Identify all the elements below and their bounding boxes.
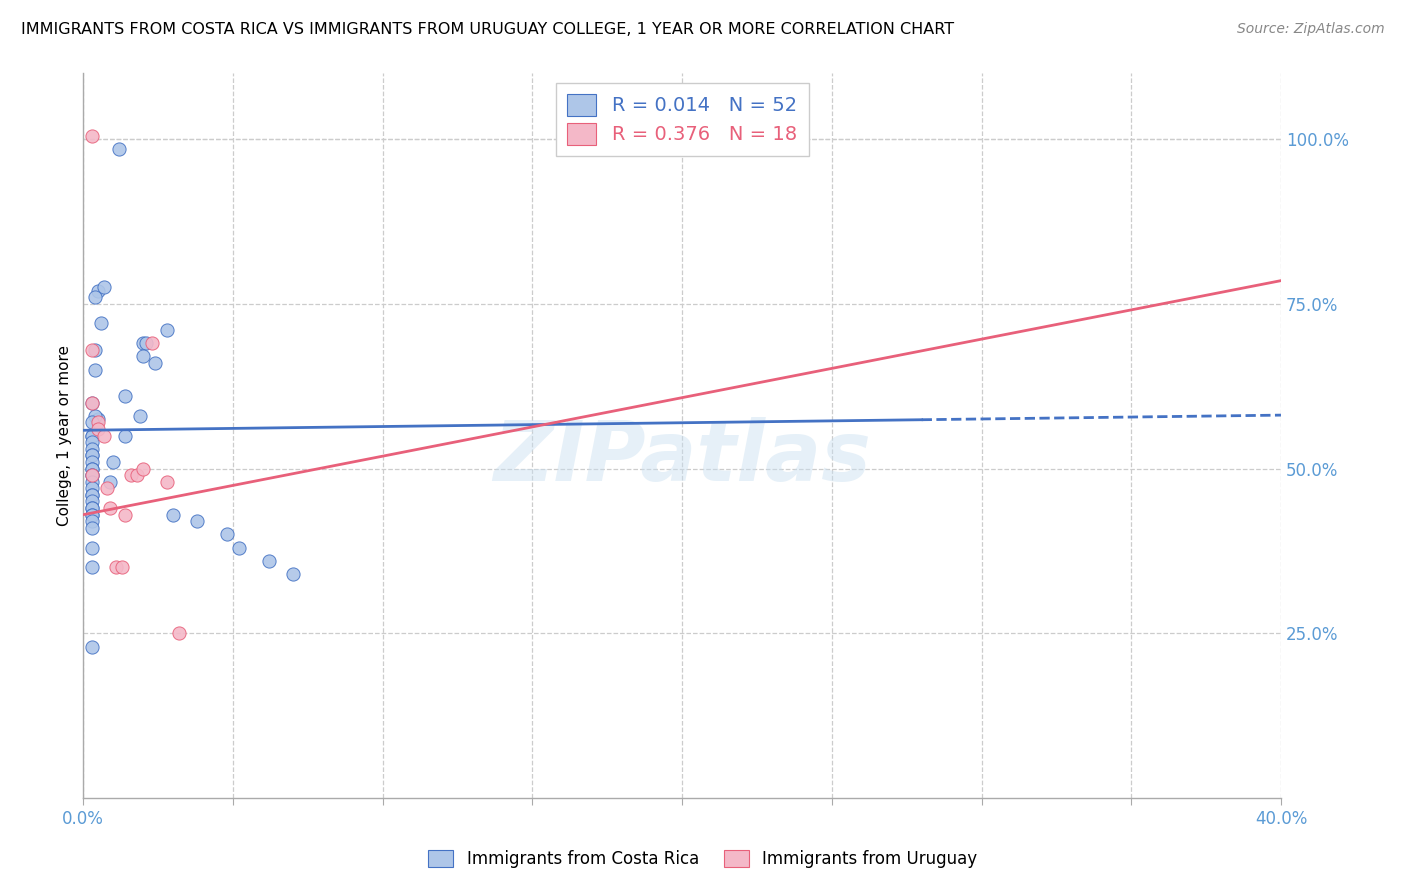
- Point: [114, 428, 136, 442]
- Point: [93, 428, 115, 442]
- Point: [82, 343, 104, 357]
- Point: [87, 422, 110, 436]
- Point: [132, 461, 155, 475]
- Point: [82, 640, 104, 654]
- Point: [129, 409, 152, 423]
- Point: [132, 336, 155, 351]
- Point: [82, 448, 104, 462]
- Point: [87, 284, 110, 298]
- Point: [96, 481, 118, 495]
- Point: [82, 514, 104, 528]
- Point: [82, 416, 104, 430]
- Point: [82, 428, 104, 442]
- Point: [82, 501, 104, 516]
- Point: [98, 475, 121, 489]
- Point: [82, 395, 104, 409]
- Point: [82, 395, 104, 409]
- Point: [82, 448, 104, 462]
- Text: IMMIGRANTS FROM COSTA RICA VS IMMIGRANTS FROM URUGUAY COLLEGE, 1 YEAR OR MORE CO: IMMIGRANTS FROM COSTA RICA VS IMMIGRANTS…: [21, 22, 955, 37]
- Point: [228, 541, 250, 555]
- Point: [162, 508, 184, 522]
- Point: [87, 416, 110, 430]
- Point: [84, 362, 107, 376]
- Y-axis label: College, 1 year or more: College, 1 year or more: [58, 345, 72, 526]
- Point: [93, 280, 115, 294]
- Legend: Immigrants from Costa Rica, Immigrants from Uruguay: Immigrants from Costa Rica, Immigrants f…: [422, 843, 984, 875]
- Point: [127, 468, 149, 483]
- Point: [120, 468, 142, 483]
- Point: [82, 560, 104, 574]
- Point: [82, 521, 104, 535]
- Point: [111, 560, 134, 574]
- Text: Source: ZipAtlas.com: Source: ZipAtlas.com: [1237, 22, 1385, 37]
- Point: [82, 461, 104, 475]
- Point: [84, 409, 107, 423]
- Point: [103, 455, 125, 469]
- Point: [84, 290, 107, 304]
- Legend: R = 0.014   N = 52, R = 0.376   N = 18: R = 0.014 N = 52, R = 0.376 N = 18: [555, 83, 808, 156]
- Point: [82, 455, 104, 469]
- Point: [186, 514, 208, 528]
- Point: [108, 142, 131, 156]
- Point: [82, 488, 104, 502]
- Point: [82, 468, 104, 483]
- Point: [82, 541, 104, 555]
- Point: [90, 317, 112, 331]
- Point: [82, 461, 104, 475]
- Point: [82, 442, 104, 456]
- Point: [84, 343, 107, 357]
- Text: ZIPatlas: ZIPatlas: [494, 417, 872, 498]
- Point: [82, 508, 104, 522]
- Point: [82, 488, 104, 502]
- Point: [98, 501, 121, 516]
- Point: [156, 475, 179, 489]
- Point: [82, 428, 104, 442]
- Point: [114, 508, 136, 522]
- Point: [281, 566, 304, 581]
- Point: [82, 501, 104, 516]
- Point: [167, 626, 190, 640]
- Point: [135, 336, 157, 351]
- Point: [156, 323, 179, 337]
- Point: [82, 435, 104, 450]
- Point: [82, 468, 104, 483]
- Point: [132, 350, 155, 364]
- Point: [87, 412, 110, 426]
- Point: [141, 336, 163, 351]
- Point: [257, 554, 280, 568]
- Point: [82, 494, 104, 508]
- Point: [114, 389, 136, 403]
- Point: [82, 508, 104, 522]
- Point: [215, 527, 238, 541]
- Point: [82, 468, 104, 483]
- Point: [82, 128, 104, 143]
- Point: [82, 475, 104, 489]
- Point: [82, 481, 104, 495]
- Point: [105, 560, 128, 574]
- Point: [143, 356, 166, 370]
